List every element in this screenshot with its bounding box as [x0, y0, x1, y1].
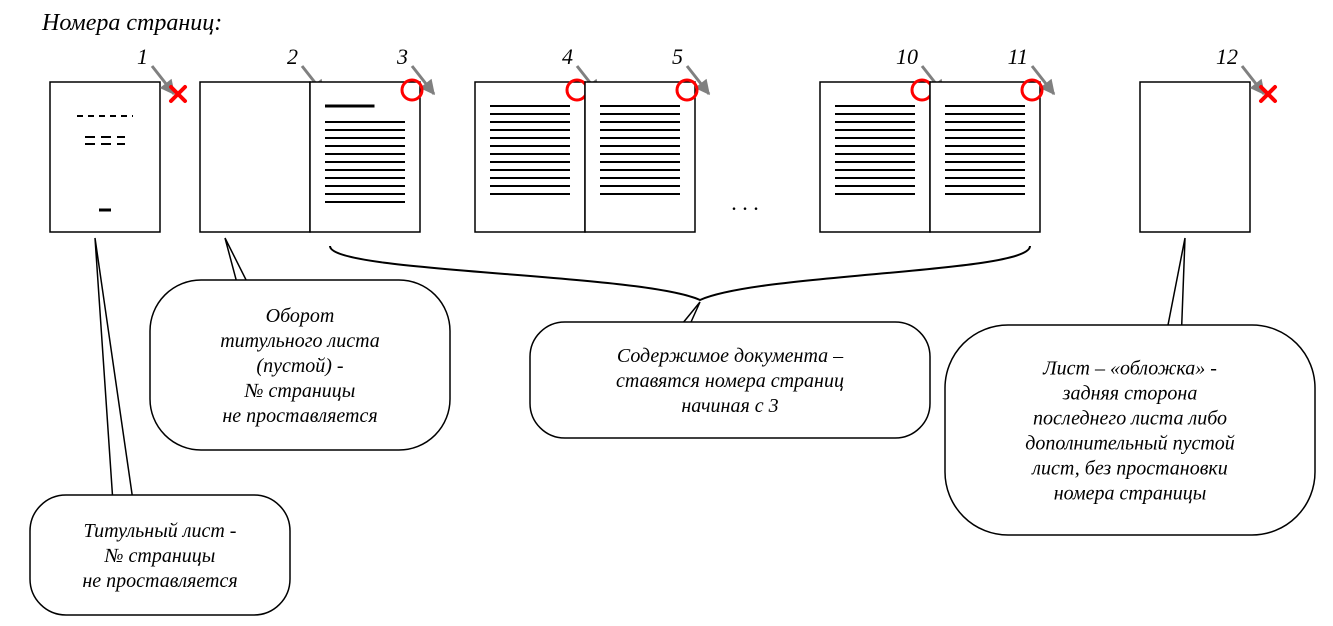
page-number-label: 2 — [287, 44, 298, 69]
page-rect — [200, 82, 310, 232]
page-number-label: 3 — [396, 44, 408, 69]
callout-line: Оборот — [266, 305, 335, 327]
page-rect — [820, 82, 930, 232]
callout-line: последнего листа либо — [1033, 408, 1227, 430]
callout-line: начиная с 3 — [681, 395, 778, 417]
callout-line: № страницы — [104, 545, 216, 567]
callout-line: Содержимое документа – — [617, 345, 844, 367]
callout-line: номера страницы — [1054, 483, 1207, 505]
page-number-label: 10 — [896, 44, 918, 69]
header-label: Номера страниц: — [41, 10, 222, 36]
callout-line: не проставляется — [82, 570, 237, 592]
callout-line: не проставляется — [222, 405, 377, 427]
page-number-label: 11 — [1008, 44, 1028, 69]
callout-line: титульного листа — [220, 330, 380, 352]
page-number-label: 1 — [137, 44, 148, 69]
callout-line: задняя сторона — [1062, 383, 1198, 405]
page-number-label: 12 — [1216, 44, 1238, 69]
callout-line: Лист – «обложка» - — [1042, 358, 1217, 380]
page-number-label: 4 — [562, 44, 573, 69]
callout-line: ставятся номера страниц — [616, 370, 844, 392]
callout-line: дополнительный пустой — [1025, 433, 1235, 455]
callout-line: лист, без простановки — [1031, 458, 1228, 480]
ellipsis: . . . — [731, 190, 759, 215]
page-rect — [475, 82, 585, 232]
page-number-label: 5 — [672, 44, 683, 69]
page-rect — [1140, 82, 1250, 232]
callout-content: Содержимое документа – ставятся номера ст… — [530, 302, 930, 438]
callout-line: Титульный лист - — [84, 520, 237, 542]
page-rect — [585, 82, 695, 232]
callout-line: № страницы — [244, 380, 356, 402]
callout-line: (пустой) - — [256, 355, 343, 377]
page-rect — [930, 82, 1040, 232]
